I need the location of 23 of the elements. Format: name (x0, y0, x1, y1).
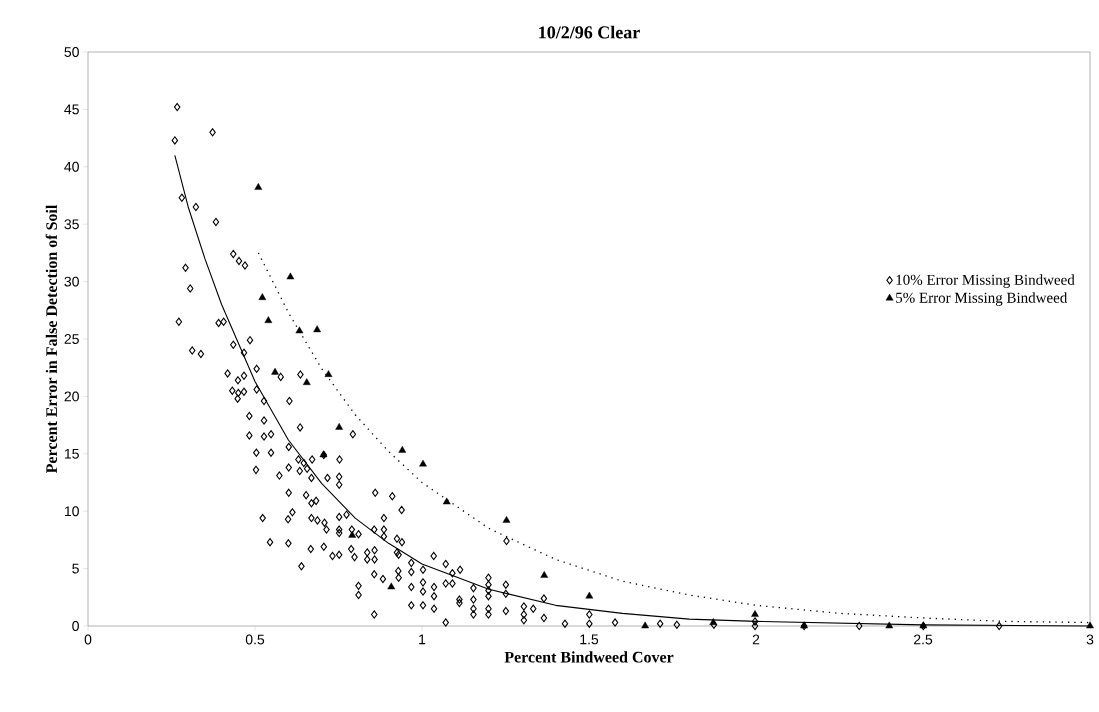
x-tick-label: 2 (752, 634, 760, 645)
x-tick-label: 0.5 (245, 634, 265, 645)
y-tick-label: 35 (64, 219, 79, 230)
x-axis-title: Percent Bindweed Cover (504, 651, 674, 663)
y-tick-label: 25 (64, 334, 79, 344)
y-tick-label: 45 (64, 104, 79, 115)
y-tick-label: 5 (72, 563, 79, 574)
x-tick-label: 1 (419, 634, 426, 645)
y-tick-label: 10 (64, 506, 79, 517)
y-axis-title: Percent Error in False Detection of Soil (45, 204, 58, 474)
x-tick-label: 0 (84, 634, 92, 645)
y-tick-label: 0 (72, 621, 79, 631)
x-tick-label: 3 (1086, 634, 1094, 645)
x-tick-label: 1.5 (580, 634, 599, 645)
x-tick-label: 2.5 (913, 634, 933, 645)
chart-title: 10/2/96 Clear (539, 25, 640, 39)
y-tick-label: 50 (64, 47, 79, 57)
legend-label: 10% Error Missing Bindweed (896, 274, 1075, 288)
y-tick-label: 15 (64, 448, 79, 459)
y-tick-label: 20 (64, 391, 79, 402)
y-tick-label: 30 (64, 276, 79, 287)
legend-label: 5% Error Missing Bindweed (896, 292, 1068, 306)
y-tick-label: 40 (64, 161, 79, 172)
